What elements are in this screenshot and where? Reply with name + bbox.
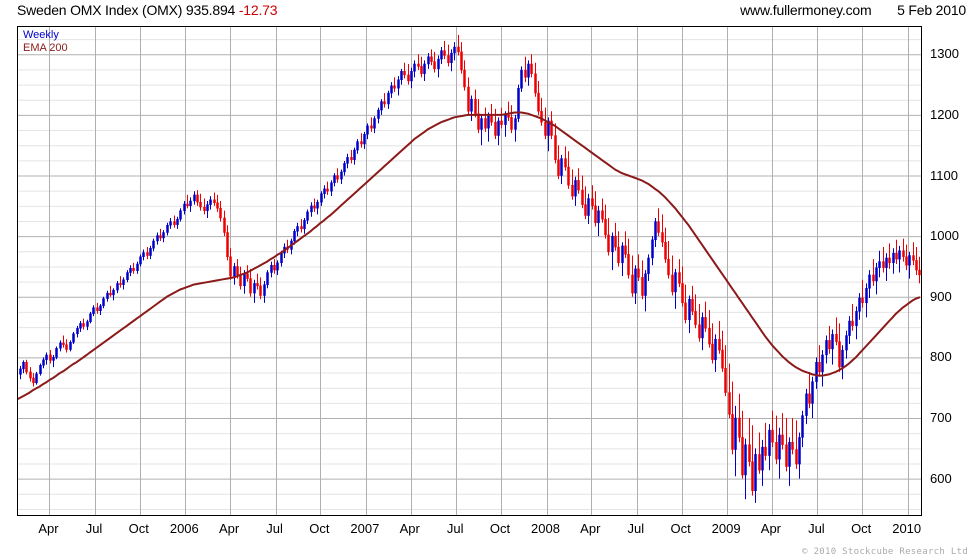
y-axis-tick-700: 700 [930, 410, 952, 425]
x-axis-tick-apr: Apr [760, 521, 782, 536]
chart-header: Sweden OMX Index (OMX) 935.894 -12.73 ww… [0, 0, 980, 26]
x-axis-tick-oct: Oct [670, 521, 691, 536]
header-meta: www.fullermoney.com 5 Feb 2010 [740, 2, 966, 18]
y-axis-labels: 1300 1200 1100 1000 900 800 700 600 [930, 26, 980, 516]
x-axis-tick-2007: 2007 [350, 521, 380, 536]
x-axis-tick-oct: Oct [128, 521, 149, 536]
grid-vertical-lines [49, 27, 909, 515]
last-price: 935.894 [185, 2, 236, 18]
instrument-name: Sweden OMX Index (OMX) [17, 2, 183, 18]
price-change: -12.73 [238, 2, 278, 18]
x-axis-tick-jul: Jul [85, 521, 103, 536]
x-axis-tick-jul: Jul [808, 521, 825, 536]
copyright-notice: © 2010 Stockcube Research Ltd [802, 547, 968, 557]
x-axis-tick-apr: Apr [399, 521, 420, 536]
x-axis-tick-2006: 2006 [169, 521, 199, 536]
y-axis-tick-1200: 1200 [930, 106, 959, 122]
y-axis-tick-900: 900 [930, 288, 952, 304]
x-axis-tick-oct: Oct [851, 521, 872, 536]
x-axis-tick-2009: 2009 [711, 521, 741, 536]
y-axis-tick-600: 600 [930, 470, 952, 486]
ema-200-line [18, 111, 921, 401]
instrument-title: Sweden OMX Index (OMX) 935.894 -12.73 [17, 2, 278, 18]
website-link[interactable]: www.fullermoney.com [740, 2, 872, 18]
x-axis-tick-jul: Jul [627, 521, 645, 536]
x-axis-tick-2008: 2008 [531, 521, 560, 536]
x-axis-tick-oct: Oct [489, 521, 511, 536]
x-axis-tick-jul: Jul [266, 521, 283, 536]
candlestick-series [19, 34, 921, 503]
x-axis-tick-2010: 2010 [892, 521, 922, 536]
x-axis-tick-apr: Apr [580, 521, 601, 536]
chart-plot-area[interactable] [17, 26, 922, 516]
x-axis-labels: Apr Jul Oct 2006 Apr Jul Oct 2007 Apr Jul Oct 2008 A… [0, 521, 980, 541]
grid-minor-lines [18, 39, 921, 510]
y-axis-tick-1100: 1100 [930, 167, 958, 183]
chart-date: 5 Feb 2010 [897, 2, 966, 18]
y-axis-tick-1300: 1300 [930, 46, 959, 62]
x-axis-tick-apr: Apr [38, 521, 59, 536]
candlestick-svg [18, 27, 921, 515]
y-axis-tick-800: 800 [930, 349, 952, 365]
y-axis-tick-1000: 1000 [930, 228, 959, 244]
x-axis-tick-apr: Apr [218, 521, 240, 536]
x-axis-tick-oct: Oct [309, 521, 330, 536]
x-axis-tick-jul: Jul [446, 521, 464, 536]
